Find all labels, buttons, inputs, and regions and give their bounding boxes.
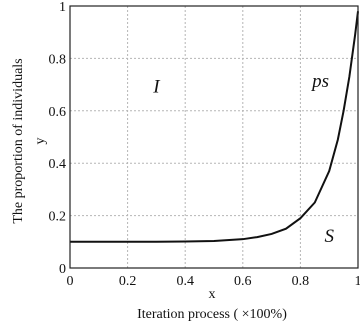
y-axis-letter: y xyxy=(33,138,48,145)
y-tick-label: 0.2 xyxy=(49,210,67,225)
x-tick-label: 0.4 xyxy=(176,274,194,289)
y-tick-label: 0.6 xyxy=(49,105,67,120)
region-label: ps xyxy=(310,71,329,92)
x-tick-label: 1 xyxy=(355,274,360,289)
x-tick-label: 0.6 xyxy=(234,274,252,289)
grid-lines xyxy=(70,6,358,268)
y-tick-label: 0.4 xyxy=(49,157,67,172)
plot-frame xyxy=(69,5,359,269)
region-label: I xyxy=(152,76,161,97)
x-tick-labels: 0 0.2 0.4 0.6 0.8 1 xyxy=(67,274,360,289)
x-tick-label: 0.8 xyxy=(292,274,310,289)
y-tick-label: 0 xyxy=(59,262,66,277)
y-tick-label: 1 xyxy=(59,0,66,15)
region-label: S xyxy=(324,226,334,247)
y-axis-title: The proportion of individuals xyxy=(11,58,26,223)
y-tick-labels: 0 0.2 0.4 0.6 0.8 1 xyxy=(49,0,67,277)
x-axis-letter: x xyxy=(209,287,216,302)
y-tick-label: 0.8 xyxy=(49,52,67,67)
plot-series xyxy=(70,11,359,243)
series-line-0 xyxy=(70,11,359,243)
x-axis-title: Iteration process ( ×100%) xyxy=(137,307,287,322)
x-tick-label: 0 xyxy=(67,274,74,289)
x-tick-label: 0.2 xyxy=(119,274,137,289)
